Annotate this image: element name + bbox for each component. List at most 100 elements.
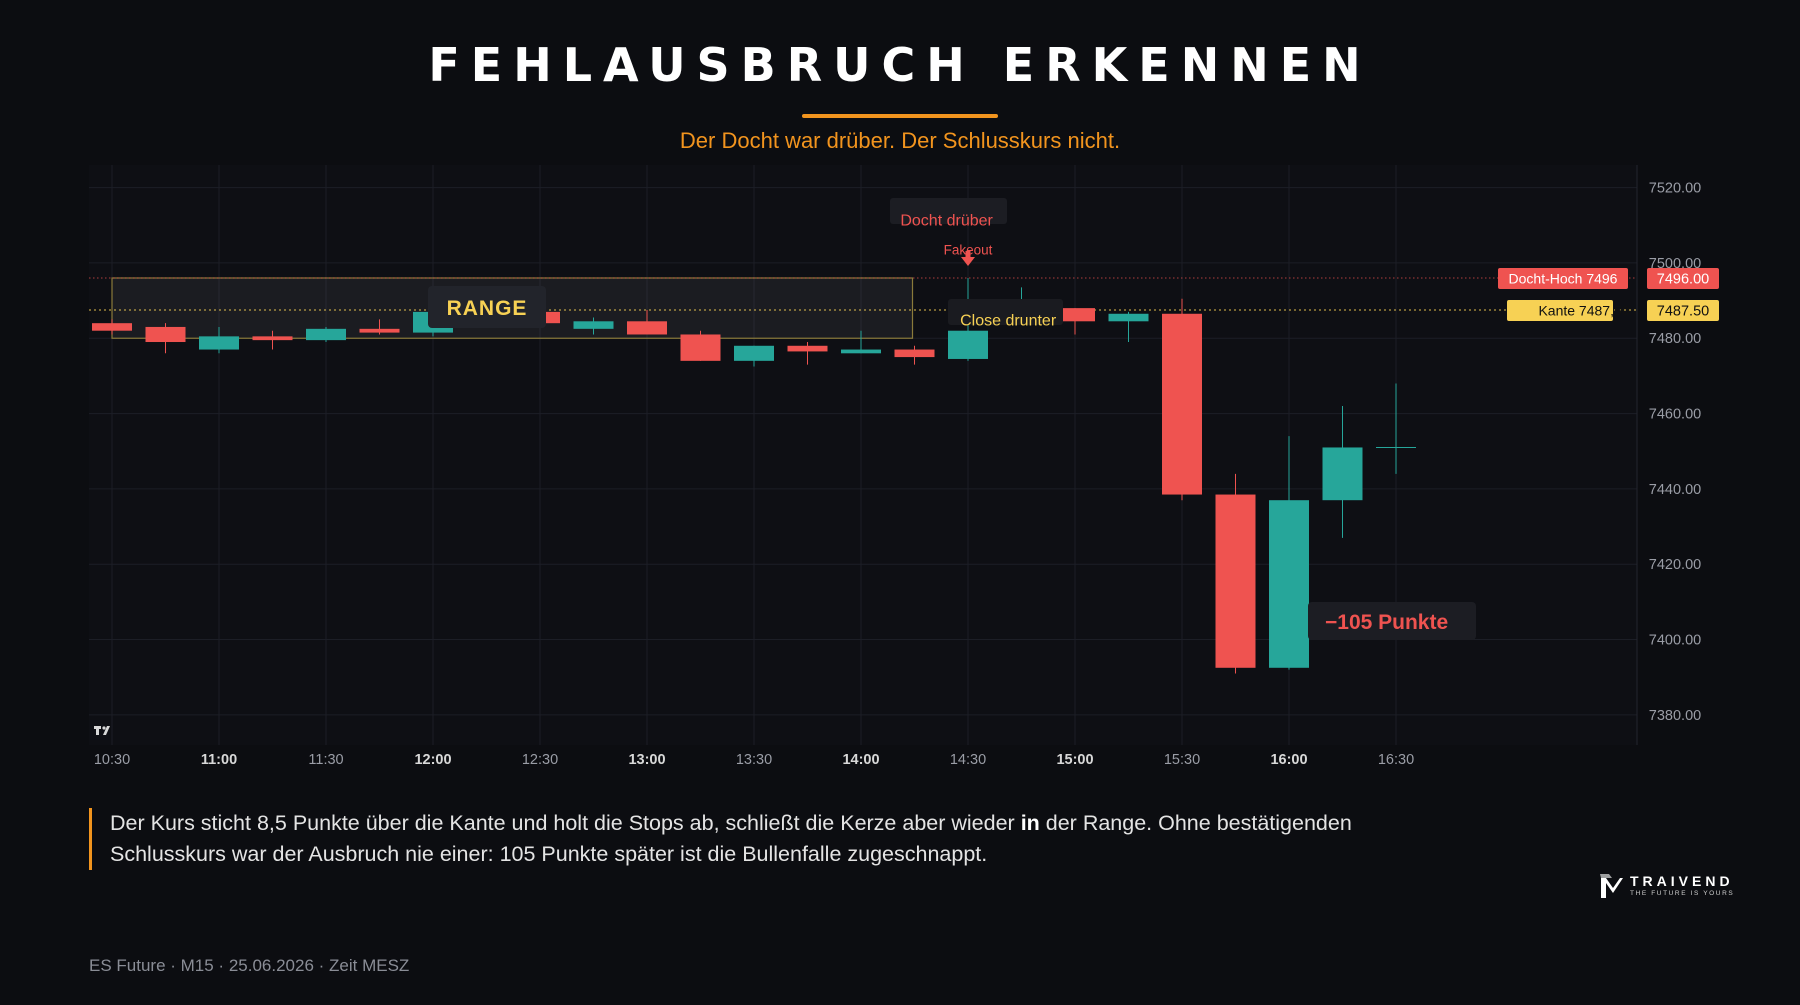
candle [1162,298,1202,501]
price-tick-label: 7400.00 [1649,633,1701,649]
candle [1055,308,1095,335]
page-subtitle: Der Docht war drüber. Der Schlusskurs ni… [679,128,1121,153]
candle [1322,406,1363,538]
price-tick-label: 7520.00 [1649,181,1701,197]
level-price-text: 7496.00 [1657,271,1709,287]
candle [1108,311,1149,343]
time-axis: 10:30 11:00 11:30 12:00 12:30 13:00 13:30 14:00… [94,752,1414,768]
level-name-tag [1507,300,1613,321]
time-tick-label: 14:30 [950,752,986,768]
time-tick-label: 14:00 [842,752,879,768]
level-tag: Kante 7487,50 7487.50 [1507,300,1719,321]
candle-body [1215,494,1256,668]
price-tick-label: 7420.00 [1649,557,1701,573]
annotations-layer: RANGE Docht drüber Fakeout Close drunter −10… [428,198,1476,640]
price-axis: 7520.00 7500.00 7480.00 7460.00 7440.00 7420.… [1498,165,1719,745]
time-tick-label: 16:00 [1270,752,1307,768]
candle-body [894,349,935,358]
candle-body [1322,447,1363,501]
candle [145,323,186,354]
description-text-1: Der Kurs sticht 8,5 Punkte über die Kant… [110,811,1021,835]
candle-body [359,328,400,333]
traivend-logo-icon [1600,874,1623,898]
candle-body [199,336,239,350]
annotation-background [948,299,1063,325]
annotation-text: −105 Punkte [1325,611,1448,634]
time-tick-label: 15:30 [1164,752,1200,768]
candle-body [573,321,614,329]
title-underline [802,114,998,118]
candle [787,342,828,365]
time-tick-label: 12:00 [414,752,451,768]
price-tick-label: 7440.00 [1649,482,1701,498]
candle-body [787,345,828,352]
level-name-tag [1498,267,1628,289]
time-tick-label: 12:30 [522,752,558,768]
price-tick-label: 7480.00 [1649,331,1701,347]
level-price-tag [1647,300,1719,321]
annotation-docht-drueber: Docht drüber [890,198,1007,230]
candle [1215,473,1256,674]
candle [734,345,774,367]
candle [1269,436,1309,670]
candle-body [1162,313,1202,495]
annotation-minus-105: −105 Punkte [1308,602,1476,640]
candle [573,317,614,335]
candle-body [145,326,186,343]
chart-footer-info: ES Future · M15 · 25.06.2026 · Zeit MESZ [89,956,410,975]
annotation-text: Fakeout [944,243,993,258]
candle-body [841,349,881,354]
candle [1376,383,1416,474]
time-tick-label: 16:30 [1378,752,1414,768]
candle-body [948,330,988,359]
candle-body [306,328,346,341]
annotation-text: Docht drüber [900,213,993,230]
annotation-close-drunter: Close drunter [948,299,1063,329]
candle [252,330,293,350]
candle [199,326,239,354]
candle [841,330,881,354]
arrow-down-icon [965,251,971,258]
time-tick-label: 13:00 [628,752,665,768]
level-name-text: Kante 7487,50 [1538,303,1629,319]
time-tick-label: 11:30 [308,752,343,768]
candle-body [1055,308,1095,322]
annotation-background [890,198,1007,224]
candle [306,326,346,343]
candle-body [252,336,293,341]
tradingview-logo-icon [94,726,110,735]
price-tick-label: 7460.00 [1649,407,1701,423]
candle [92,319,132,335]
candle-body [92,323,132,331]
candle-body [680,334,721,361]
annotation-fakeout: Fakeout [944,243,993,266]
level-tag: Docht-Hoch 7496 7496.00 [1498,267,1719,289]
time-tick-label: 10:30 [94,752,130,768]
candle [627,310,667,335]
candlestick-chart[interactable]: RANGE Docht drüber Fakeout Close drunter −10… [0,0,1800,790]
price-tick-label: 7500.00 [1649,256,1701,272]
candle [894,345,935,365]
candle [680,330,721,361]
range-label-background [428,286,546,328]
level-price-text: 7487.50 [1657,304,1709,320]
candle-body [1108,313,1149,322]
level-price-tag [1647,267,1719,289]
plot-background [89,165,1637,745]
level-name-text: Docht-Hoch 7496 [1509,270,1618,286]
candle-body [1269,500,1309,668]
description-emphasis: in [1020,811,1040,835]
range-label: RANGE [428,286,546,328]
time-tick-label: 13:30 [736,752,772,768]
candles-layer [92,277,1416,674]
price-tick-label: 7380.00 [1649,708,1701,724]
time-tick-label: 11:00 [201,752,237,768]
annotation-background [1308,602,1476,640]
candle-body [734,345,774,361]
candle [359,319,400,335]
range-label-text: RANGE [447,297,528,320]
time-tick-label: 15:00 [1056,752,1093,768]
brand-tagline: THE FUTURE IS YOURS [1630,890,1735,897]
brand-name: TRAIVEND [1630,873,1734,889]
annotation-text: Close drunter [960,312,1057,329]
